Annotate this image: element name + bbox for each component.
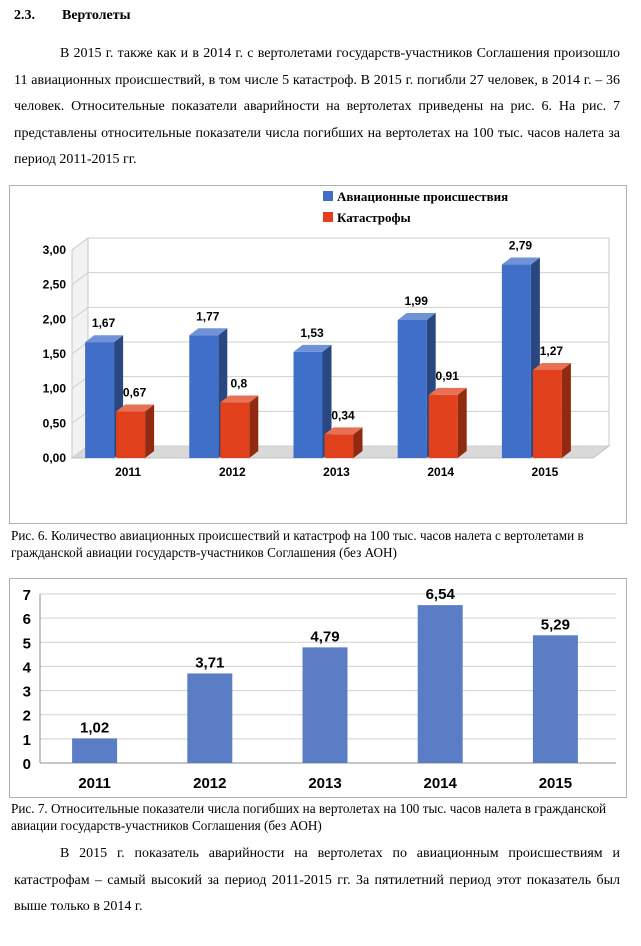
bar-front bbox=[116, 411, 146, 458]
y-tick-label: 3 bbox=[23, 684, 31, 701]
data-label: 5,29 bbox=[541, 616, 570, 633]
y-tick-label: 7 bbox=[23, 587, 31, 604]
bar-top bbox=[428, 387, 467, 395]
bar-side bbox=[561, 362, 571, 458]
y-tick-label: 4 bbox=[23, 659, 32, 676]
x-tick-label: 2014 bbox=[427, 465, 454, 479]
y-tick-label: 6 bbox=[23, 611, 31, 628]
bar-catastrophes bbox=[532, 362, 571, 458]
x-tick-label: 2013 bbox=[323, 465, 350, 479]
accidents-chart-svg: 0,00 0,50 1,00 1,50 2,00 2,50 3,00 2011 1,67 0,67… bbox=[43, 189, 611, 479]
y-tick-label: 2,00 bbox=[43, 312, 67, 326]
bar-catastrophes bbox=[220, 395, 259, 458]
bar-top bbox=[116, 404, 155, 412]
data-label: 6,54 bbox=[426, 586, 456, 603]
conclusion-paragraph: В 2015 г. показатель аварийности на верт… bbox=[14, 841, 620, 921]
data-label: 1,77 bbox=[196, 309, 220, 323]
bar-front bbox=[189, 335, 219, 458]
bar bbox=[417, 605, 463, 763]
bar-front bbox=[428, 394, 458, 458]
bar-top bbox=[293, 344, 332, 352]
x-tick-label: 2012 bbox=[219, 465, 246, 479]
bar-front bbox=[220, 402, 250, 458]
fatalities-chart-svg: 0 1 2 3 4 5 6 7 1,02 2011 3,71 2012 4,79 2013 6,54 2014… bbox=[23, 586, 616, 792]
bar-top bbox=[532, 362, 571, 370]
x-tick-label: 2014 bbox=[424, 775, 458, 792]
bar-side bbox=[145, 404, 155, 458]
bar-accidents bbox=[397, 313, 436, 458]
y-tick-label: 1,00 bbox=[43, 382, 67, 396]
bar-side bbox=[249, 395, 259, 458]
x-tick-label: 2015 bbox=[532, 465, 559, 479]
bar-front bbox=[293, 351, 323, 458]
bar-front bbox=[397, 320, 427, 458]
bar-front bbox=[324, 434, 354, 458]
bar bbox=[72, 738, 118, 763]
bar-accidents bbox=[501, 257, 540, 458]
conclusion-paragraph-text: В 2015 г. показатель аварийности на верт… bbox=[14, 846, 620, 914]
y-tick-label: 1 bbox=[23, 732, 31, 749]
bar-top bbox=[501, 257, 540, 265]
bar-side bbox=[353, 427, 363, 458]
section-title: Вертолеты bbox=[62, 8, 131, 23]
data-label: 0,8 bbox=[230, 377, 247, 391]
x-tick-label: 2015 bbox=[539, 775, 572, 792]
bar-top bbox=[324, 427, 363, 435]
x-tick-label: 2011 bbox=[78, 775, 111, 792]
bar-side bbox=[457, 387, 467, 458]
bar-front bbox=[85, 342, 115, 458]
bar bbox=[532, 635, 578, 763]
data-label: 1,99 bbox=[405, 294, 429, 308]
gridline bbox=[71, 272, 609, 286]
bar-top bbox=[220, 395, 259, 403]
bar-front bbox=[501, 264, 531, 458]
x-tick-label: 2011 bbox=[115, 465, 141, 479]
y-tick-label: 3,00 bbox=[43, 243, 67, 257]
bar-catastrophes bbox=[116, 404, 155, 458]
bar-catastrophes bbox=[428, 387, 467, 458]
bar-accidents bbox=[293, 344, 332, 458]
figure7-caption: Рис. 7. Относительные показатели числа п… bbox=[11, 801, 607, 833]
gridline bbox=[71, 237, 609, 251]
bar bbox=[187, 673, 233, 763]
data-label: 2,79 bbox=[509, 239, 533, 253]
y-tick-label: 5 bbox=[23, 635, 31, 652]
bar-top bbox=[189, 328, 228, 336]
figure6-caption: Рис. 6. Количество авиационных происшест… bbox=[11, 528, 584, 560]
legend-label: Катастрофы bbox=[337, 210, 411, 225]
bar bbox=[302, 647, 348, 763]
data-label: 0,67 bbox=[123, 386, 147, 400]
y-tick-label: 1,50 bbox=[43, 347, 67, 361]
data-label: 0,91 bbox=[436, 369, 460, 383]
y-tick-label: 2 bbox=[23, 708, 31, 725]
y-tick-label: 0,50 bbox=[43, 416, 67, 430]
x-tick-label: 2012 bbox=[193, 775, 226, 792]
legend-label: Авиационные происшествия bbox=[337, 189, 508, 204]
data-label: 1,02 bbox=[80, 719, 109, 736]
intro-paragraph: В 2015 г. также как и в 2014 г. с вертол… bbox=[14, 41, 620, 174]
y-tick-label: 2,50 bbox=[43, 278, 67, 292]
data-label: 3,71 bbox=[195, 654, 224, 671]
x-tick-label: 2013 bbox=[308, 775, 341, 792]
data-label: 1,67 bbox=[92, 316, 116, 330]
intro-paragraph-text: В 2015 г. также как и в 2014 г. с вертол… bbox=[14, 46, 620, 167]
bar-top bbox=[397, 313, 436, 321]
bar-catastrophes bbox=[324, 427, 363, 458]
gridline bbox=[71, 306, 609, 320]
data-label: 0,34 bbox=[331, 408, 355, 422]
bar-side bbox=[322, 344, 332, 458]
section-heading: 2.3. Вертолеты bbox=[14, 8, 131, 24]
data-label: 1,53 bbox=[300, 326, 324, 340]
chart-accidents: 0,00 0,50 1,00 1,50 2,00 2,50 3,00 2011 1,67 0,67… bbox=[9, 185, 627, 524]
data-label: 4,79 bbox=[310, 628, 339, 645]
y-tick-label: 0 bbox=[23, 756, 31, 773]
legend-swatch bbox=[323, 212, 333, 222]
bar-front bbox=[532, 369, 562, 458]
section-number: 2.3. bbox=[14, 8, 35, 23]
bar-top bbox=[85, 335, 124, 343]
y-tick-label: 0,00 bbox=[43, 451, 67, 465]
chart-fatalities: 0 1 2 3 4 5 6 7 1,02 2011 3,71 2012 4,79 2013 6,54 2014… bbox=[9, 578, 627, 798]
legend-swatch bbox=[323, 191, 333, 201]
data-label: 1,27 bbox=[540, 344, 564, 358]
